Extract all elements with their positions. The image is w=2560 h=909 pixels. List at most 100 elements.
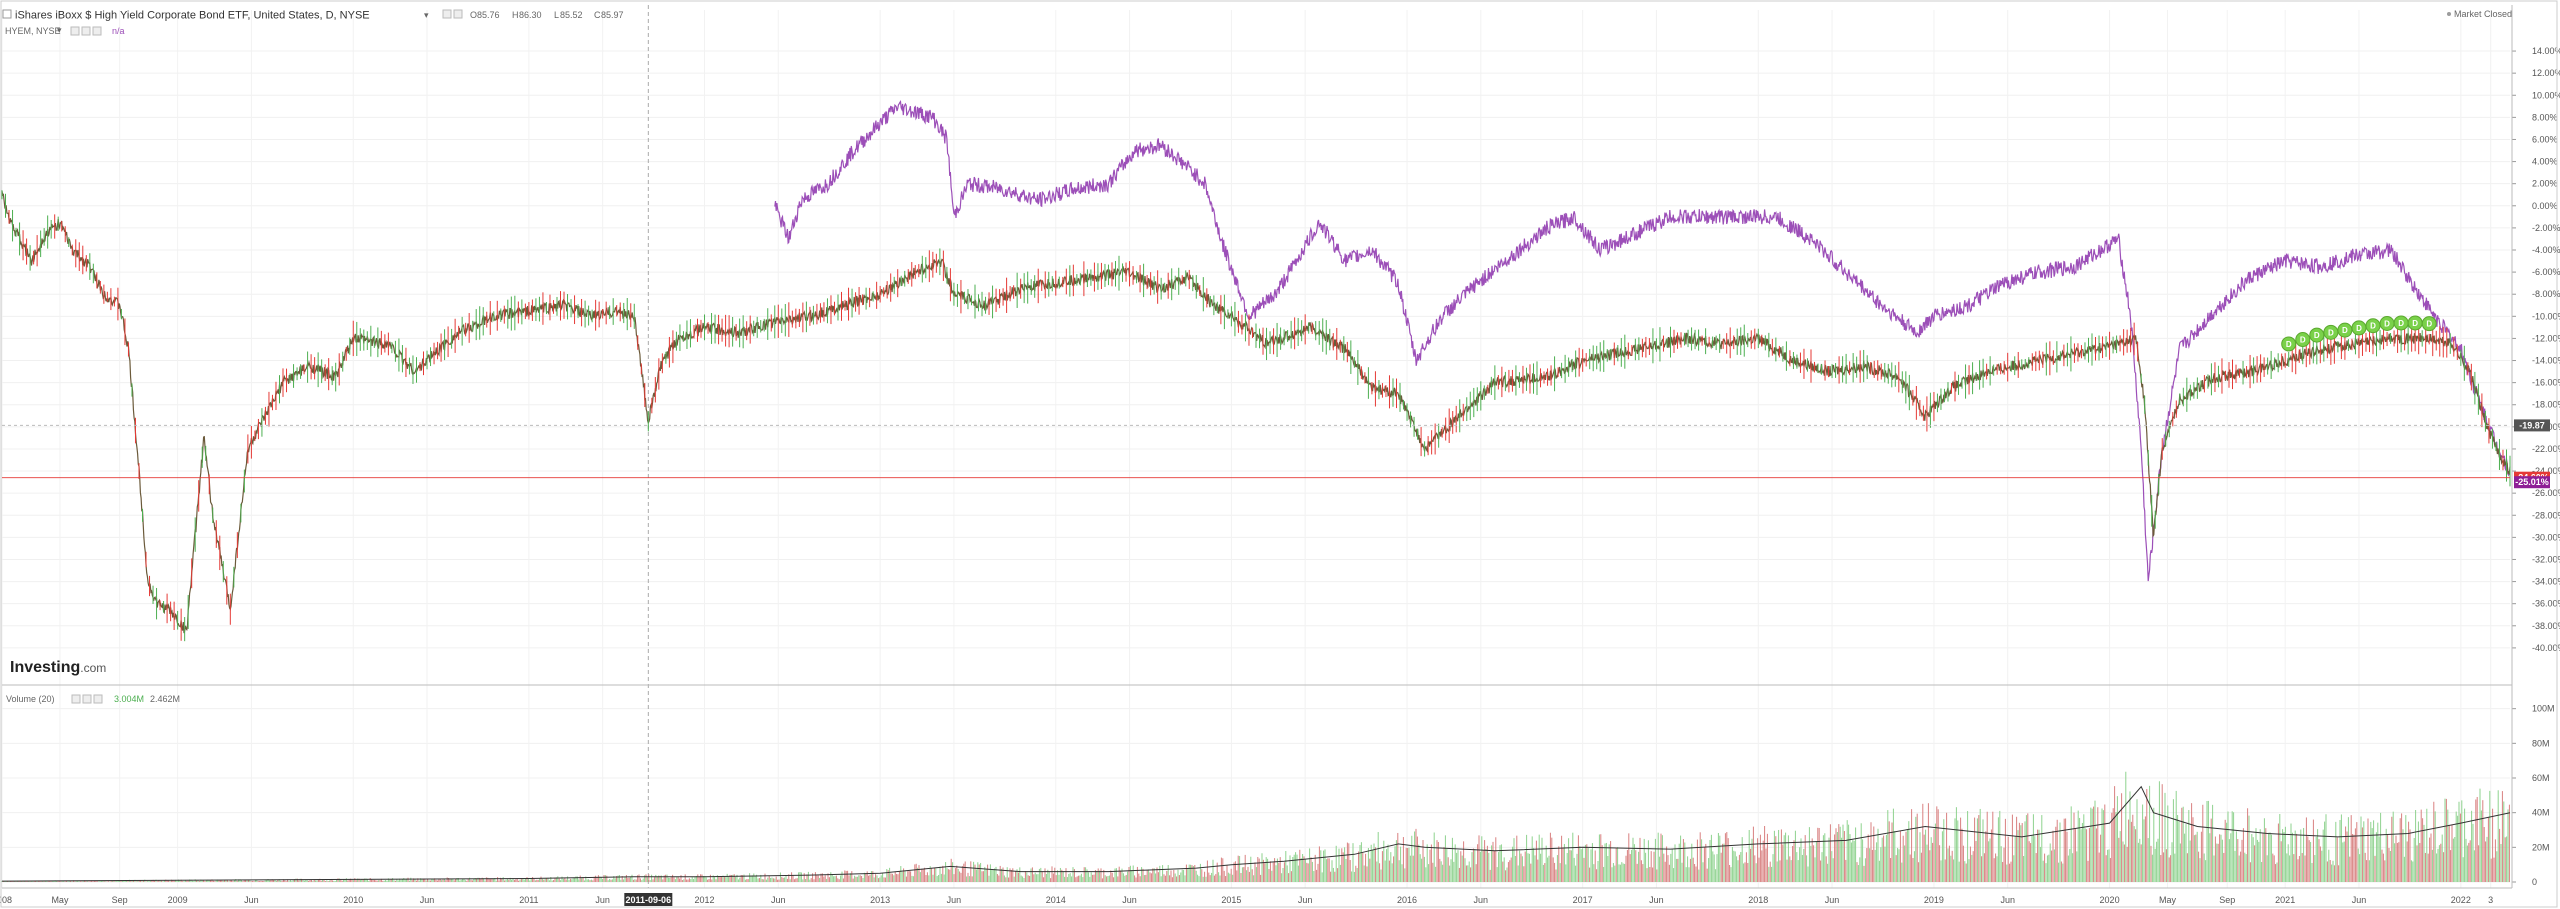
price-y-tick-label: 4.00% [2532,157,2558,167]
dividend-marker-label: D [2426,320,2432,329]
volume-y-tick-label: 100M [2532,704,2555,714]
x-tick-label: Sep [112,895,128,905]
grid-layer [1,5,2510,888]
price-y-tick-label: 10.00% [2532,90,2560,100]
volume-y-tick-label: 60M [2532,773,2550,783]
dividend-marker-label: D [2356,324,2362,333]
x-tick-label: 2020 [2100,895,2120,905]
hyg-series-line [1,190,2511,634]
price-y-tick-label: -24.00% [2532,466,2560,476]
current-value-tag [2514,476,2550,489]
logo-light-part: .com [80,661,106,675]
x-tick-label: Sep [2219,895,2235,905]
ohlc-high-label: H [512,10,519,20]
volume-label: Volume (20) [6,694,55,704]
collapse-toggle-icon[interactable] [2,9,12,19]
ohlc-open-label: O [470,10,477,20]
x-tick-label: Jun [595,895,610,905]
x-tick-label: 2010 [343,895,363,905]
price-y-tick-label: -28.00% [2532,510,2560,520]
price-y-tick-label: 2.00% [2532,179,2558,189]
compare-hide-icon[interactable] [81,26,91,36]
compare-value: n/a [112,26,125,36]
current-value-label: -25.01% [2515,477,2549,487]
x-tick-label: 2018 [1748,895,1768,905]
x-tick-label: May [2159,895,2177,905]
hide-icon[interactable] [453,9,463,19]
ohlc-high-value: 86.30 [519,10,542,20]
x-tick-label: Jun [1122,895,1137,905]
volume-close-icon[interactable] [93,694,103,704]
price-y-tick-label: -34.00% [2532,577,2560,587]
price-y-tick-label: -10.00% [2532,311,2560,321]
dividend-marker-label: D [2398,319,2404,328]
volume-y-tick-label: 20M [2532,842,2550,852]
volume-y-tick-label: 80M [2532,738,2550,748]
x-tick-label: 2016 [1397,895,1417,905]
x-tick-label: 2014 [1046,895,1066,905]
x-tick-label: Jun [2000,895,2015,905]
price-y-tick-label: -26.00% [2532,488,2560,498]
title-dropdown-icon[interactable]: ▾ [424,10,429,20]
compare-settings-icon[interactable] [70,26,80,36]
market-status: Market Closed [2454,9,2512,19]
x-tick-label: 2017 [1573,895,1593,905]
hyem-series-line [774,99,2511,582]
price-y-tick-label: 6.00% [2532,134,2558,144]
dividend-marker[interactable] [2309,327,2325,343]
price-y-tick-label: -8.00% [2532,289,2560,299]
compare-symbol-label: HYEM, NYSE [5,26,61,36]
ohlc-open-value: 85.76 [477,10,500,20]
ohlc-low-value: 85.52 [560,10,583,20]
dividend-marker-label: D [2370,322,2376,331]
volume-ma-line [1,785,2511,882]
dividend-marker-label: D [2300,336,2306,345]
dividend-marker-label: D [2342,326,2348,335]
compare-dropdown-icon[interactable]: ▾ [57,25,62,35]
price-y-tick-label: -38.00% [2532,621,2560,631]
x-tick-label: 2012 [695,895,715,905]
x-tick-label: 2011 [519,895,538,905]
x-tick-label: May [51,895,69,905]
price-y-tick-label: -32.00% [2532,554,2560,564]
investing-logo: Investing.com [10,659,106,676]
x-tick-label: Jun [420,895,435,905]
dividend-marker-label: D [2328,328,2334,337]
price-y-tick-label: -18.00% [2532,400,2560,410]
x-tick-label: 2013 [870,895,890,905]
dividend-marker[interactable] [2281,336,2297,352]
x-tick-label: 2021 [2275,895,2295,905]
x-tick-label: Jun [1825,895,1840,905]
chart-title: iShares iBoxx $ High Yield Corporate Bon… [15,10,370,22]
price-y-tick-label: -36.00% [2532,599,2560,609]
x-tick-label: 2015 [1221,895,1241,905]
volume-hide-icon[interactable] [82,694,92,704]
x-tick-label: Jun [2352,895,2367,905]
price-y-tick-label: -16.00% [2532,378,2560,388]
price-y-tick-label: -12.00% [2532,333,2560,343]
x-tick-label: Jun [1649,895,1664,905]
compare-close-icon[interactable] [92,26,102,36]
logo-bold-part: Investing [10,659,80,676]
x-tick-label: Jun [947,895,962,905]
current-value-label: -19.87 [2519,420,2545,430]
x-tick-label: 2009 [168,895,188,905]
current-value-tag [2514,419,2550,432]
ohlc-close-value: 85.97 [601,10,624,20]
price-y-tick-label: -14.00% [2532,356,2560,366]
x-tick-label: Jun [1474,895,1489,905]
volume-value-1: 3.004M [114,694,144,704]
settings-icon[interactable] [442,9,452,19]
volume-value-2: 2.462M [150,694,180,704]
x-tick-label: 2008 [0,895,12,905]
x-tick-label: 2022 [2451,895,2471,905]
volume-settings-icon[interactable] [71,694,81,704]
dividend-marker-label: D [2314,331,2320,340]
dividend-marker[interactable] [2295,332,2311,348]
volume-y-tick-label: 40M [2532,808,2550,818]
dividend-marker[interactable] [2421,316,2437,332]
dividend-marker-label: D [2286,340,2292,349]
